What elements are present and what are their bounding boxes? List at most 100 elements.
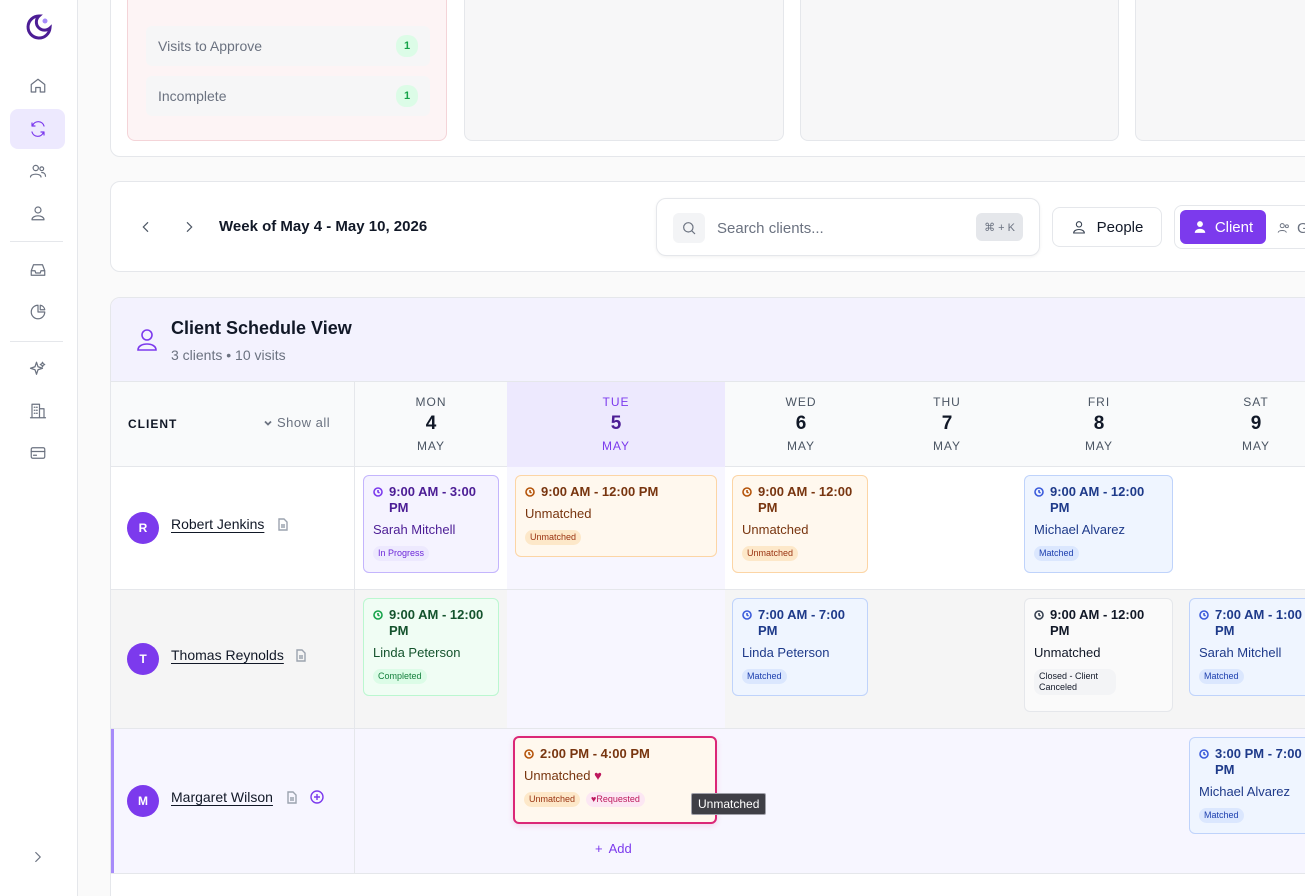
people-button[interactable]: People <box>1052 207 1162 247</box>
search-icon-wrap <box>673 213 705 243</box>
status-badge: Unmatched <box>525 530 582 545</box>
visit-caregiver: Unmatched <box>525 506 592 521</box>
nav-reports[interactable] <box>10 292 65 332</box>
add-visit-icon[interactable] <box>310 790 324 804</box>
nav-ai[interactable] <box>10 349 65 389</box>
visit-card[interactable]: 7:00 AM - 1:00 PM Sarah Mitchell Matched <box>1189 598 1305 696</box>
visit-card[interactable]: 7:00 AM - 7:00 PM Linda Peterson Matched <box>732 598 868 696</box>
credit-card-icon <box>30 447 45 459</box>
day-name: TUE <box>602 395 630 409</box>
visit-card[interactable]: 9:00 AM - 3:00 PM Sarah Mitchell In Prog… <box>363 475 499 573</box>
day-header-thu: THU 7 MAY <box>877 382 1017 467</box>
client-view-button[interactable]: Client <box>1180 210 1266 244</box>
selected-row-indicator <box>111 729 114 873</box>
visit-caregiver: Sarah Mitchell <box>1199 645 1282 660</box>
nav-scheduling[interactable] <box>10 109 65 149</box>
user-icon <box>1194 221 1206 233</box>
clock-icon <box>1034 610 1044 620</box>
client-row-margaret-wilson: M Margaret Wilson 2:00 PM - 4:00 PM Unma… <box>111 729 1305 874</box>
nav-teams[interactable] <box>10 151 65 191</box>
status-badge: Matched <box>742 669 787 684</box>
day-number: 7 <box>941 413 953 434</box>
view-toggle: Client G <box>1174 205 1305 249</box>
nav-inbox[interactable] <box>10 250 65 290</box>
visit-card[interactable]: 9:00 AM - 12:00 PM Unmatched Unmatched <box>732 475 868 573</box>
user-icon <box>137 329 157 351</box>
visit-card[interactable]: 9:00 AM - 12:00 PM Linda Peterson Comple… <box>363 598 499 696</box>
day-month: MAY <box>601 439 631 453</box>
status-badge: Matched <box>1034 546 1079 561</box>
chevron-right-icon <box>186 221 193 233</box>
day-month: MAY <box>416 439 446 453</box>
nav-divider <box>10 241 63 242</box>
avatar: R <box>127 512 159 544</box>
add-visit-label: Add <box>608 841 632 856</box>
visit-card[interactable]: 9:00 AM - 12:00 PM Michael Alvarez Match… <box>1024 475 1173 573</box>
client-column-header: CLIENT Show all <box>111 382 355 467</box>
add-visit-button[interactable]: + Add <box>595 841 632 856</box>
client-row-thomas-reynolds: T Thomas Reynolds 9:00 AM - 12:00 PM Lin… <box>111 590 1305 729</box>
summary-panel: Visits to Approve 1 Incomplete 1 <box>110 0 1305 157</box>
plus-icon: + <box>595 841 603 856</box>
sidebar-expand-button[interactable] <box>10 837 65 877</box>
visit-card[interactable]: 9:00 AM - 12:00 PM Unmatched Unmatched <box>515 475 717 557</box>
stat-row-incomplete[interactable]: Incomplete 1 <box>146 76 430 116</box>
visit-time: 3:00 PM - 7:00 PM <box>1215 746 1302 777</box>
visit-caregiver: Unmatched <box>742 522 809 537</box>
show-all-toggle[interactable]: Show all <box>263 415 330 430</box>
visit-card[interactable]: 3:00 PM - 7:00 PM Michael Alvarez Matche… <box>1189 737 1305 834</box>
clock-icon <box>1199 610 1209 620</box>
user-icon <box>30 206 45 221</box>
client-name-link[interactable]: Robert Jenkins <box>171 516 265 532</box>
search-box[interactable]: ⌘ + K <box>656 198 1040 256</box>
client-cell: M Margaret Wilson <box>111 729 355 873</box>
people-label: People <box>1096 218 1144 236</box>
search-input[interactable] <box>717 216 957 240</box>
chevron-down-icon <box>264 420 272 426</box>
day-number: 9 <box>1250 413 1262 434</box>
visit-time: 2:00 PM - 4:00 PM <box>540 746 650 761</box>
client-name-link[interactable]: Thomas Reynolds <box>171 647 284 663</box>
caregiver-view-button[interactable]: G <box>1277 218 1305 238</box>
nav-billing[interactable] <box>10 433 65 473</box>
client-name-link[interactable]: Margaret Wilson <box>171 789 273 805</box>
day-name: SAT <box>1243 395 1269 409</box>
schedule-subtitle: 3 clients • 10 visits <box>171 347 286 363</box>
column-header-row: CLIENT Show all MON 4 MAY TUE 5 MAY WED … <box>111 382 1305 467</box>
document-icon[interactable] <box>286 791 298 804</box>
users-icon <box>29 164 46 178</box>
schedule-panel: Client Schedule View 3 clients • 10 visi… <box>110 297 1305 896</box>
clock-icon <box>525 487 535 497</box>
moon-logo[interactable] <box>26 14 52 40</box>
chevron-left-icon <box>142 221 149 233</box>
user-icon <box>1072 221 1085 234</box>
nav-profile[interactable] <box>10 193 65 233</box>
day-name: MON <box>415 395 447 409</box>
day-month: MAY <box>1241 439 1271 453</box>
sidebar <box>0 0 78 896</box>
day-header-mon: MON 4 MAY <box>355 382 507 467</box>
nav-organization[interactable] <box>10 391 65 431</box>
day-header-wed: WED 6 MAY <box>725 382 877 467</box>
stat-label: Incomplete <box>158 88 227 104</box>
day-month: MAY <box>932 439 962 453</box>
document-icon[interactable] <box>295 649 307 662</box>
day-month: MAY <box>786 439 816 453</box>
status-tooltip: Unmatched <box>691 793 767 815</box>
nav-home[interactable] <box>10 66 65 106</box>
stat-row-visits-to-approve[interactable]: Visits to Approve 1 <box>146 26 430 66</box>
visit-card-selected[interactable]: 2:00 PM - 4:00 PM Unmatched ♥ Unmatched … <box>513 736 717 824</box>
visit-card[interactable]: 9:00 AM - 12:00 PM Unmatched Closed - Cl… <box>1024 598 1173 712</box>
status-badge: Unmatched <box>742 546 799 561</box>
visit-time: 9:00 AM - 3:00 PM <box>389 484 476 515</box>
next-week-button[interactable] <box>176 214 202 240</box>
heart-icon: ♥ <box>591 794 597 804</box>
schedule-title: Client Schedule View <box>171 318 352 338</box>
document-icon[interactable] <box>277 518 289 531</box>
clock-icon <box>742 610 752 620</box>
status-badge: In Progress <box>373 546 430 561</box>
prev-week-button[interactable] <box>133 214 159 240</box>
week-label: Week of May 4 - May 10, 2026 <box>219 218 428 235</box>
status-badge: Matched <box>1199 808 1244 823</box>
summary-card-4 <box>1135 0 1305 141</box>
